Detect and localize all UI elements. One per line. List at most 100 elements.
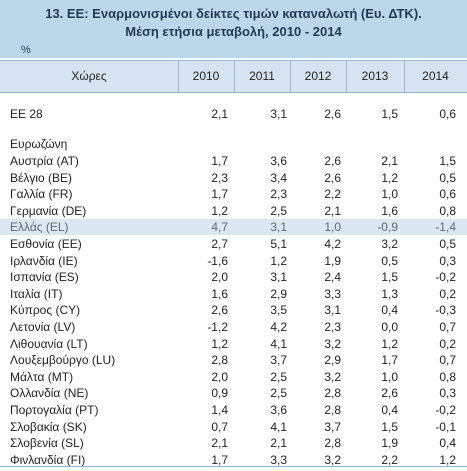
- table-row: Πορτογαλία (PT) 1,4 3,6 2,8 0,4 -0,2: [0, 402, 467, 418]
- table-row: Λιθουανία (LT) 1,2 4,1 3,2 1,2 0,2: [0, 336, 467, 352]
- row-name: Αυστρία (AT): [10, 154, 79, 168]
- table-title: 13. ΕΕ: Εναρμονισμένοι δείκτες τιμών κατ…: [45, 6, 422, 21]
- row-name: Σλοβακία (SK): [10, 419, 87, 434]
- cell-2010: 1,4: [211, 403, 228, 417]
- table-row: Αυστρία (AT) 1,7 3,6 2,6 2,1 1,5: [0, 153, 467, 169]
- row-name: Φινλανδία (FI): [10, 452, 86, 467]
- cell-2013: 0,4: [381, 403, 398, 417]
- cell-2012: 2,4: [324, 270, 341, 285]
- cell-2012: 2,2: [324, 187, 341, 202]
- cell-2013: 1,5: [381, 270, 398, 285]
- cell-2012: 3,2: [324, 336, 341, 351]
- cell-2014: 1,5: [439, 154, 456, 168]
- header-year-2013: 2013: [361, 69, 389, 83]
- column-divider: [178, 60, 179, 93]
- cell-2012: 3,7: [324, 419, 341, 434]
- table-row-eu28: ΕΕ 28 2,1 3,1 2,6 1,5 0,6: [0, 106, 467, 122]
- table-row: Γερμανία (DE) 1,2 2,5 2,1 1,6 0,8: [0, 203, 467, 219]
- cell-2014: 0,8: [439, 203, 456, 218]
- cell-2011: 3,3: [270, 452, 287, 467]
- cell-2011: 2,5: [270, 369, 287, 384]
- cell-2012: 3,2: [324, 452, 341, 467]
- cell-2011: 4,1: [270, 336, 287, 351]
- cell-2011: 4,1: [270, 419, 287, 434]
- cell-2011: 2,5: [270, 386, 287, 401]
- table-row: Γαλλία (FR) 1,7 2,3 2,2 1,0 0,6: [0, 186, 467, 202]
- cell-2013: -0,9: [377, 220, 398, 235]
- cell-2014: 0,3: [439, 386, 456, 401]
- cell-2010: 2,3: [211, 170, 228, 185]
- cell-2010: 0,7: [211, 419, 228, 434]
- cell-2013: 1,3: [381, 286, 398, 301]
- cell-2013: 1,0: [381, 369, 398, 384]
- cell-2011: 3,6: [270, 154, 287, 168]
- cell-2012: 2,6: [324, 107, 341, 121]
- cell-2010: 2,6: [211, 303, 228, 318]
- column-divider: [234, 60, 235, 93]
- cell-2010: -1,6: [207, 253, 228, 268]
- cell-2011: 5,1: [270, 237, 287, 251]
- cell-2010: 2,8: [211, 353, 228, 368]
- table-row: Βέλγιο (BE) 2,3 3,4 2,6 1,2 0,5: [0, 170, 467, 186]
- cell-2014: 0,8: [439, 369, 456, 384]
- header-year-2010: 2010: [192, 69, 220, 83]
- header-countries: Χώρες: [71, 69, 107, 83]
- cell-2014: 1,2: [439, 452, 456, 467]
- row-name: ΕΕ 28: [10, 107, 43, 121]
- table-row: Ιταλία (IT) 1,6 2,9 3,3 1,3 0,2: [0, 286, 467, 302]
- cell-2010: 2,0: [211, 270, 228, 285]
- table-row: Κύπρος (CY) 2,6 3,5 3,1 0,4 -0,3: [0, 302, 467, 318]
- cell-2013: 1,5: [381, 419, 398, 434]
- table-title-block: 13. ΕΕ: Εναρμονισμένοι δείκτες τιμών κατ…: [0, 0, 467, 58]
- row-name: Ολλανδία (NE): [10, 386, 89, 401]
- section-label-eurozone: Ευρωζώνη: [10, 137, 68, 151]
- column-divider: [404, 60, 405, 93]
- cell-2014: 0,7: [439, 320, 456, 334]
- row-name: Μάλτα (MT): [10, 369, 74, 384]
- cell-2010: 2,1: [211, 436, 228, 451]
- cell-2011: 2,1: [270, 436, 287, 451]
- cell-2010: 2,0: [211, 369, 228, 384]
- cell-2011: 2,9: [270, 286, 287, 301]
- cell-2014: 0,6: [439, 107, 456, 121]
- row-name: Βέλγιο (BE): [10, 170, 73, 185]
- row-name: Ελλάς (EL): [10, 220, 69, 235]
- column-divider: [290, 60, 291, 93]
- cell-2013: 1,7: [381, 353, 398, 368]
- row-name: Πορτογαλία (PT): [10, 403, 99, 417]
- cell-2012: 2,8: [324, 403, 341, 417]
- table-row: Ιρλανδία (IE) -1,6 1,2 1,9 0,5 0,3: [0, 253, 467, 269]
- cell-2010: 2,7: [211, 237, 228, 251]
- cell-2010: 1,6: [211, 286, 228, 301]
- cell-2013: 3,2: [381, 237, 398, 251]
- cell-2014: -0,2: [435, 270, 456, 285]
- cell-2011: 3,7: [270, 353, 287, 368]
- table-row: Φινλανδία (FI) 1,7 3,3 3,2 2,2 1,2: [0, 452, 467, 468]
- header-year-2012: 2012: [304, 69, 332, 83]
- cell-2012: 1,9: [324, 253, 341, 268]
- row-name: Λετονία (LV): [10, 320, 76, 334]
- cell-2014: 0,6: [439, 187, 456, 202]
- cell-2012: 2,9: [324, 353, 341, 368]
- cell-2010: -1,2: [207, 320, 228, 334]
- row-name: Ιρλανδία (IE): [10, 253, 78, 268]
- column-divider: [346, 60, 347, 93]
- cell-2014: -1,4: [435, 220, 456, 235]
- table-row: Ολλανδία (NE) 0,9 2,5 2,8 2,6 0,3: [0, 385, 467, 401]
- table-row: Σλοβακία (SK) 0,7 4,1 3,7 1,5 -0,1: [0, 419, 467, 435]
- table-header: Χώρες 2010 2011 2012 2013 2014: [0, 60, 467, 93]
- cell-2010: 1,2: [211, 336, 228, 351]
- cell-2011: 3,5: [270, 303, 287, 318]
- row-name: Λιθουανία (LT): [10, 336, 88, 351]
- cell-2012: 2,8: [324, 386, 341, 401]
- cell-2013: 0,4: [381, 303, 398, 318]
- cell-2013: 1,6: [381, 203, 398, 218]
- cell-2011: 1,2: [270, 253, 287, 268]
- row-name: Εσθονία (EE): [10, 237, 82, 251]
- row-name: Ισπανία (ES): [10, 270, 79, 285]
- cell-2014: 0,5: [439, 237, 456, 251]
- unit-label: %: [21, 44, 31, 56]
- cell-2010: 0,9: [211, 386, 228, 401]
- cell-2011: 3,1: [270, 107, 287, 121]
- cell-2010: 1,7: [211, 187, 228, 202]
